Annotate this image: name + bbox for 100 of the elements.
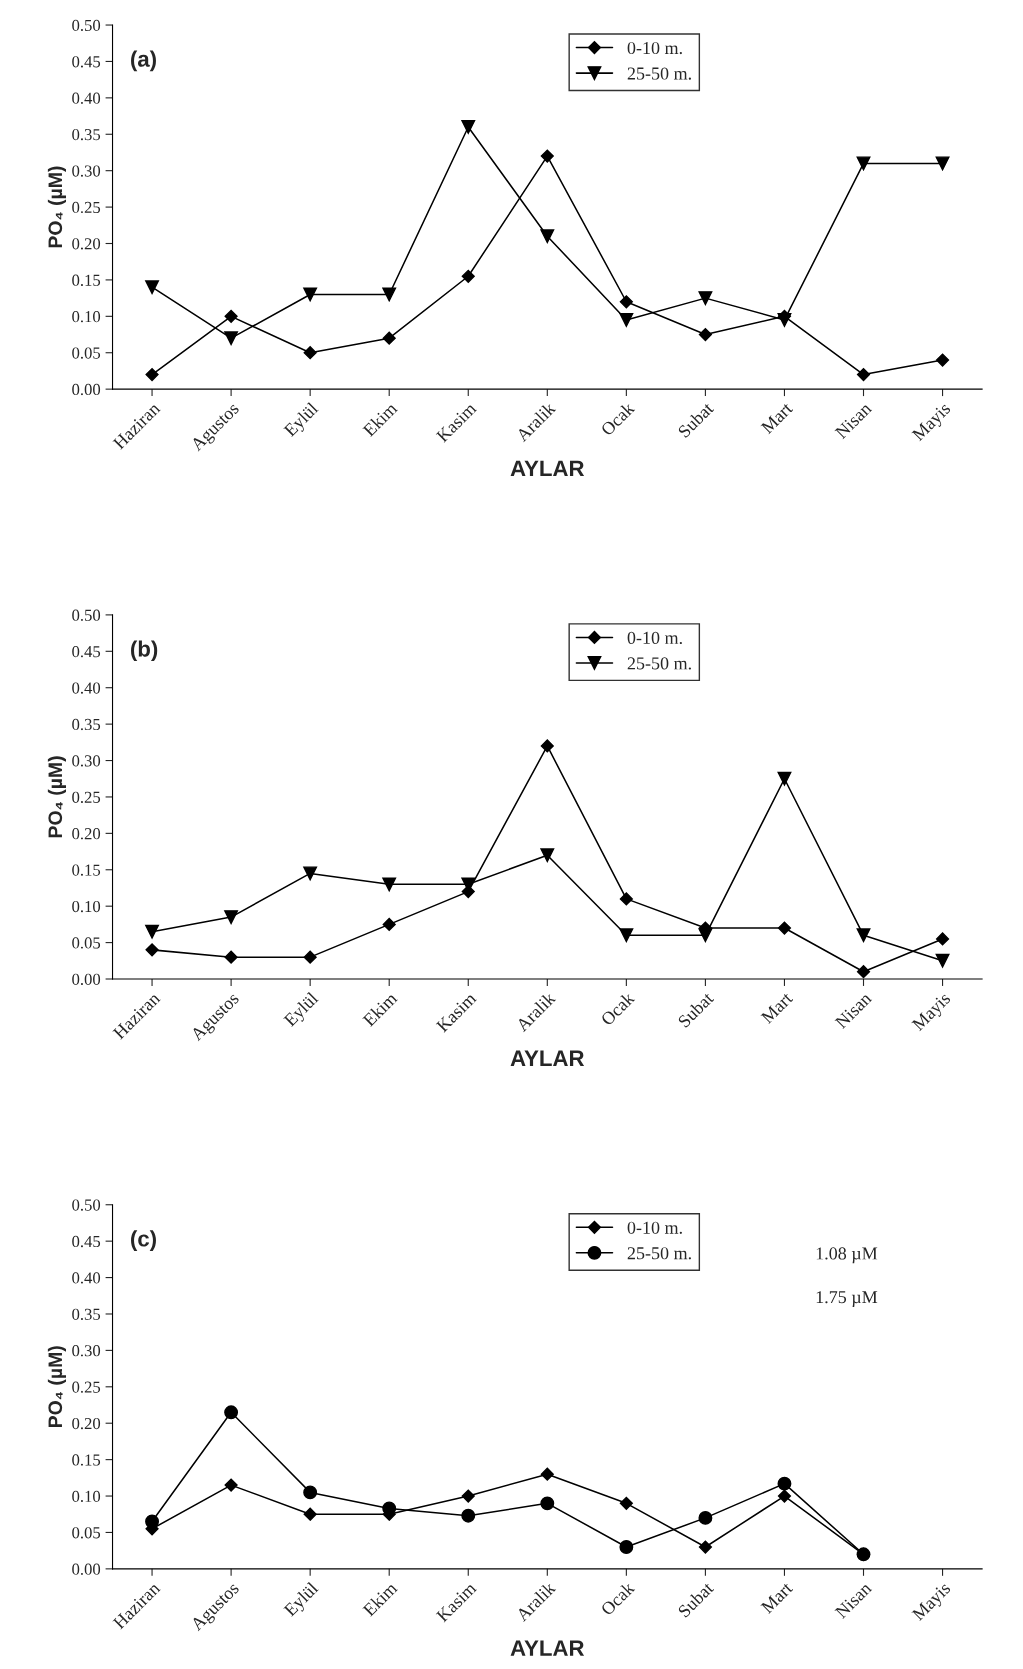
x-tick-label: Mart bbox=[760, 401, 794, 435]
y-tick-label: 0.10 bbox=[72, 900, 101, 913]
y-tick-label: 0.20 bbox=[72, 828, 101, 840]
point bbox=[224, 1405, 239, 1420]
x-tick-label: Ocak bbox=[599, 1580, 636, 1617]
y-tick-label: 0.25 bbox=[72, 1381, 101, 1393]
y-tick-label: 0.20 bbox=[72, 238, 101, 250]
text: (c) bbox=[131, 1230, 156, 1251]
y-tick-label: 0.20 bbox=[72, 1417, 101, 1430]
y-tick-label: 0.45 bbox=[72, 56, 101, 68]
y-tick-label: 0.45 bbox=[72, 646, 101, 658]
point bbox=[540, 149, 554, 163]
point bbox=[777, 921, 792, 935]
point bbox=[224, 910, 239, 925]
y-tick-label: 0.40 bbox=[72, 1272, 101, 1284]
point bbox=[856, 928, 871, 943]
point bbox=[619, 1540, 634, 1554]
point bbox=[382, 917, 396, 931]
point bbox=[461, 885, 475, 899]
point bbox=[619, 295, 633, 309]
y-tick-label: 0.05 bbox=[72, 347, 101, 359]
annotation: 1.08 µM bbox=[816, 1247, 878, 1264]
point bbox=[856, 367, 871, 382]
point bbox=[145, 280, 160, 295]
y-tick-label: 0.35 bbox=[72, 128, 101, 141]
point bbox=[935, 953, 950, 968]
point bbox=[619, 313, 634, 327]
point bbox=[540, 229, 555, 244]
y-tick-label: 0.35 bbox=[72, 718, 101, 731]
point bbox=[382, 877, 397, 892]
y-tick-label: 0.30 bbox=[72, 1345, 101, 1357]
point bbox=[777, 1476, 792, 1491]
x-axis-title: AYLAR bbox=[510, 1050, 585, 1066]
y-tick-label: 0.50 bbox=[72, 1199, 101, 1211]
point bbox=[856, 156, 871, 171]
legend-label: 25-50 m. bbox=[627, 657, 691, 670]
y-tick-label: 0.00 bbox=[72, 383, 101, 396]
point bbox=[461, 120, 476, 134]
y-tick-label: 0.25 bbox=[72, 201, 101, 214]
y-tick-label: 0.05 bbox=[72, 1527, 101, 1539]
point bbox=[461, 269, 475, 283]
y-axis-title: PO₄ (µM) bbox=[47, 166, 66, 248]
y-tick-label: 0.40 bbox=[72, 682, 101, 694]
point bbox=[303, 1507, 317, 1521]
point bbox=[698, 291, 713, 306]
point bbox=[145, 924, 160, 939]
point bbox=[540, 1496, 555, 1511]
point bbox=[540, 848, 555, 863]
annotation: 1.75 µM bbox=[816, 1291, 878, 1307]
y-tick-label: 0.25 bbox=[72, 791, 101, 803]
point bbox=[145, 943, 159, 957]
point bbox=[303, 950, 317, 964]
x-tick-label: Ocak bbox=[599, 400, 636, 437]
x-tick-label: Ocak bbox=[599, 990, 636, 1027]
y-tick-label: 0.15 bbox=[72, 1454, 101, 1466]
point bbox=[224, 950, 238, 964]
y-tick-label: 0.50 bbox=[72, 609, 101, 621]
point bbox=[619, 928, 634, 943]
y-tick-label: 0.05 bbox=[72, 937, 101, 949]
point bbox=[303, 287, 318, 302]
point bbox=[540, 739, 554, 753]
y-tick-label: 0.45 bbox=[72, 1235, 101, 1248]
legend-label: 25-50 m. bbox=[627, 67, 691, 80]
point bbox=[303, 1485, 318, 1500]
y-axis-title: PO₄ (µM) bbox=[47, 1346, 66, 1428]
y-tick-label: 0.30 bbox=[72, 755, 101, 767]
y-tick-label: 0.15 bbox=[72, 274, 101, 286]
y-tick-label: 0.30 bbox=[72, 165, 101, 177]
point bbox=[145, 367, 159, 382]
point bbox=[461, 1489, 475, 1503]
point bbox=[224, 309, 238, 323]
point bbox=[461, 1508, 476, 1523]
y-tick-label: 0.00 bbox=[72, 1563, 101, 1575]
legend-label: 25-50 m. bbox=[627, 1247, 691, 1260]
point bbox=[619, 1496, 633, 1510]
point bbox=[619, 892, 633, 906]
legend-label: 0-10 m. bbox=[627, 631, 682, 645]
y-tick-label: 0.00 bbox=[72, 973, 101, 986]
y-tick-label: 0.15 bbox=[72, 864, 101, 876]
point bbox=[777, 771, 792, 786]
y-tick-label: 0.40 bbox=[72, 92, 101, 104]
y-tick-label: 0.10 bbox=[72, 1490, 101, 1503]
point bbox=[382, 287, 397, 302]
point bbox=[935, 353, 950, 367]
point bbox=[303, 866, 318, 881]
text: (a) bbox=[131, 50, 156, 72]
x-tick-label: Mart bbox=[760, 991, 794, 1025]
point bbox=[303, 346, 317, 360]
point bbox=[777, 1489, 792, 1503]
y-axis-title: PO₄ (µM) bbox=[47, 756, 66, 838]
point bbox=[935, 156, 950, 171]
text: (b) bbox=[131, 640, 158, 662]
point bbox=[224, 1478, 238, 1492]
point bbox=[698, 327, 712, 342]
x-axis-title: AYLAR bbox=[510, 1640, 585, 1656]
x-tick-label: Mart bbox=[760, 1581, 794, 1615]
y-tick-label: 0.50 bbox=[72, 19, 101, 32]
y-tick-label: 0.10 bbox=[72, 311, 101, 323]
y-tick-label: 0.35 bbox=[72, 1308, 101, 1320]
x-axis-title: AYLAR bbox=[510, 460, 585, 477]
